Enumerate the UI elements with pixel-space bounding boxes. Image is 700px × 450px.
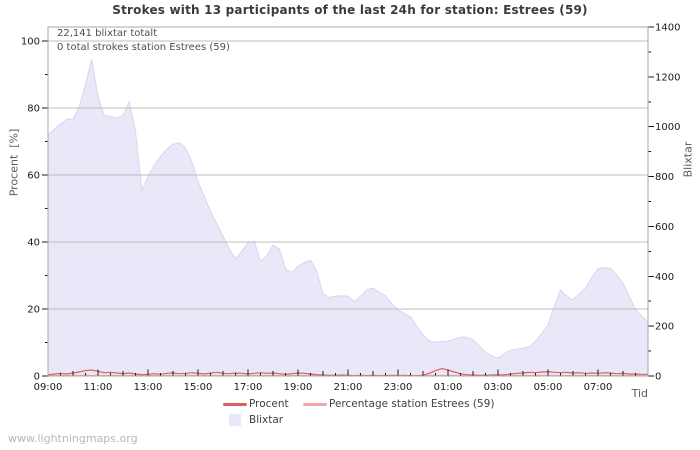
y-right-tick-label: 800 — [655, 172, 674, 183]
legend-blixtar-label: Blixtar — [249, 414, 284, 426]
legend-procent-label: Procent — [249, 398, 289, 410]
y-left-tick-label: 60 — [27, 171, 40, 182]
y-right-tick-label: 200 — [655, 322, 674, 333]
y-right-tick-label: 1400 — [655, 23, 680, 34]
x-tick-label: 11:00 — [84, 382, 113, 393]
legend-station-swatch — [303, 403, 327, 406]
legend-station-label: Percentage station Estrees (59) — [329, 398, 495, 410]
x-tick-label: 23:00 — [384, 382, 413, 393]
y-left-tick-label: 20 — [27, 305, 40, 316]
x-tick-label: 19:00 — [284, 382, 313, 393]
y-right-tick-label: 1000 — [655, 122, 680, 133]
x-tick-label: 21:00 — [334, 382, 363, 393]
legend-blixtar-swatch — [229, 414, 241, 426]
station-total-annotation: 0 total strokes station Estrees (59) — [57, 41, 230, 53]
y-right-tick-label: 600 — [655, 222, 674, 233]
x-tick-label: 15:00 — [184, 382, 213, 393]
x-tick-label: 05:00 — [534, 382, 563, 393]
chart-annotations: 22,141 blixtar totalt 0 total strokes sta… — [57, 27, 230, 54]
legend-procent-swatch — [223, 403, 247, 406]
x-tick-label: 07:00 — [584, 382, 613, 393]
y-left-tick-label: 0 — [34, 372, 40, 383]
blixtar-area-series — [47, 59, 649, 377]
chart-title: Strokes with 13 participants of the last… — [112, 3, 588, 17]
right-axis-title: Blixtar — [681, 141, 695, 178]
y-right-tick-label: 0 — [655, 372, 661, 383]
y-left-tick-label: 80 — [27, 104, 40, 115]
y-right-tick-label: 400 — [655, 272, 674, 283]
y-left-tick-label: 100 — [21, 37, 40, 48]
x-tick-label: 17:00 — [234, 382, 263, 393]
x-tick-label: 03:00 — [484, 382, 513, 393]
x-tick-label: 09:00 — [34, 382, 63, 393]
y-left-tick-label: 40 — [27, 238, 40, 249]
plot-border — [47, 26, 649, 377]
watermark: www.lightningmaps.org — [8, 432, 138, 445]
x-tick-label: 01:00 — [434, 382, 463, 393]
left-axis-title: Procent [%] — [7, 128, 21, 197]
total-blixtar-annotation: 22,141 blixtar totalt — [57, 28, 158, 39]
x-axis-title: Tid — [631, 387, 648, 400]
y-right-tick-label: 1200 — [655, 72, 680, 83]
x-tick-label: 13:00 — [134, 382, 163, 393]
